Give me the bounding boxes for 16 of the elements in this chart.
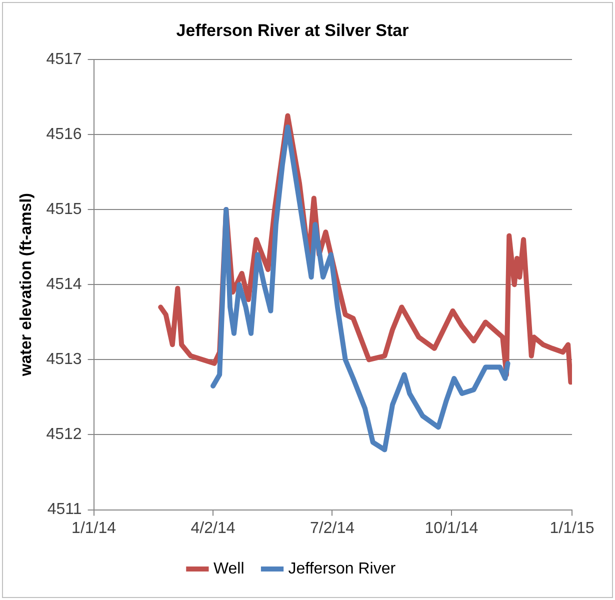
x-tick-label: 4/2/14: [190, 520, 236, 537]
y-tick-label: 4514: [46, 276, 82, 294]
legend-label: Jefferson River: [288, 560, 396, 578]
y-tick-label: 4512: [46, 426, 82, 444]
x-tick-label: 10/1/14: [424, 520, 478, 537]
y-tick-label: 4511: [47, 501, 82, 518]
y-tick-label: 4517: [46, 50, 82, 68]
x-tick-label: 1/1/15: [550, 520, 594, 537]
y-axis-title: water elevation (ft-amsl): [18, 193, 36, 378]
x-tick-label: 1/1/14: [72, 520, 116, 537]
y-tick-label: 4516: [46, 126, 82, 143]
y-tick-label: 4515: [46, 200, 82, 218]
y-tick-label: 4513: [46, 351, 82, 368]
x-tick-label: 7/2/14: [310, 520, 355, 537]
legend-label: Well: [213, 560, 244, 578]
chart-title: Jefferson River at Silver Star: [176, 20, 410, 40]
